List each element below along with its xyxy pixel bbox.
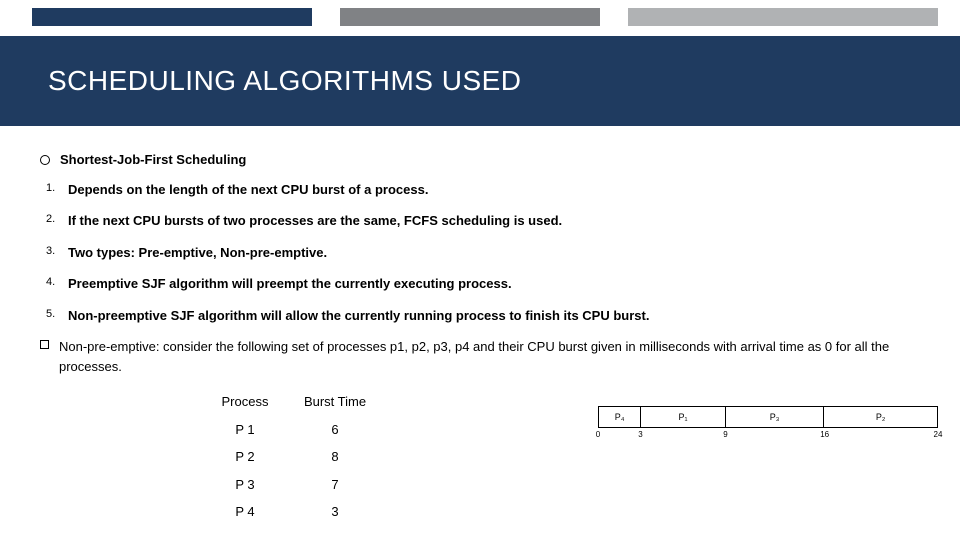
list-text: If the next CPU bursts of two processes … <box>68 211 562 231</box>
gantt-tick: 16 <box>820 430 829 439</box>
slide-title: SCHEDULING ALGORITHMS USED <box>48 65 522 97</box>
list-number: 5. <box>46 306 68 326</box>
cell: 8 <box>290 443 380 471</box>
table-row: P 3 7 <box>200 471 936 499</box>
list-item: 4. Preemptive SJF algorithm will preempt… <box>46 274 936 294</box>
gantt-tick: 9 <box>723 430 727 439</box>
section-heading-row: Shortest-Job-First Scheduling <box>40 150 936 170</box>
square-bullet-icon <box>40 340 49 349</box>
accent-bar-3 <box>628 8 938 26</box>
accent-bar-1 <box>32 8 312 26</box>
gantt-segment: P₄ <box>599 407 641 427</box>
list-item: 3. Two types: Pre-emptive, Non-pre-empti… <box>46 243 936 263</box>
list-text: Non-preemptive SJF algorithm will allow … <box>68 306 649 326</box>
title-band: SCHEDULING ALGORITHMS USED <box>0 36 960 126</box>
list-text: Preemptive SJF algorithm will preempt th… <box>68 274 512 294</box>
cell: P 1 <box>200 416 290 444</box>
slide-body: Shortest-Job-First Scheduling 1. Depends… <box>40 150 936 526</box>
list-number: 4. <box>46 274 68 294</box>
cell: 7 <box>290 471 380 499</box>
note-row: Non-pre-emptive: consider the following … <box>40 337 936 376</box>
list-number: 3. <box>46 243 68 263</box>
circle-bullet-icon <box>40 155 50 165</box>
cell: P 3 <box>200 471 290 499</box>
gantt-segment: P₂ <box>824 407 937 427</box>
gantt-tick: 24 <box>934 430 943 439</box>
section-heading: Shortest-Job-First Scheduling <box>60 150 246 170</box>
list-item: 1. Depends on the length of the next CPU… <box>46 180 936 200</box>
list-text: Depends on the length of the next CPU bu… <box>68 180 428 200</box>
list-number: 1. <box>46 180 68 200</box>
col-burst: Burst Time <box>290 388 380 416</box>
note-text: Non-pre-emptive: consider the following … <box>59 337 936 376</box>
col-process: Process <box>200 388 290 416</box>
gantt-tick: 0 <box>596 430 600 439</box>
cell: P 2 <box>200 443 290 471</box>
gantt-box: P₄P₁P₃P₂ <box>598 406 938 428</box>
table-row: P 2 8 <box>200 443 936 471</box>
list-text: Two types: Pre-emptive, Non-pre-emptive. <box>68 243 327 263</box>
cell: 6 <box>290 416 380 444</box>
gantt-segment: P₃ <box>726 407 825 427</box>
gantt-chart: P₄P₁P₃P₂ 0391624 <box>598 406 938 442</box>
list-item: 5. Non-preemptive SJF algorithm will all… <box>46 306 936 326</box>
cell: P 4 <box>200 498 290 526</box>
accent-bar-2 <box>340 8 600 26</box>
list-number: 2. <box>46 211 68 231</box>
list-item: 2. If the next CPU bursts of two process… <box>46 211 936 231</box>
numbered-list: 1. Depends on the length of the next CPU… <box>46 180 936 326</box>
gantt-ticks: 0391624 <box>598 428 938 442</box>
gantt-segment: P₁ <box>641 407 726 427</box>
top-accent-bars <box>0 8 960 26</box>
gantt-tick: 3 <box>638 430 642 439</box>
cell: 3 <box>290 498 380 526</box>
slide: SCHEDULING ALGORITHMS USED Shortest-Job-… <box>0 0 960 540</box>
table-row: P 4 3 <box>200 498 936 526</box>
